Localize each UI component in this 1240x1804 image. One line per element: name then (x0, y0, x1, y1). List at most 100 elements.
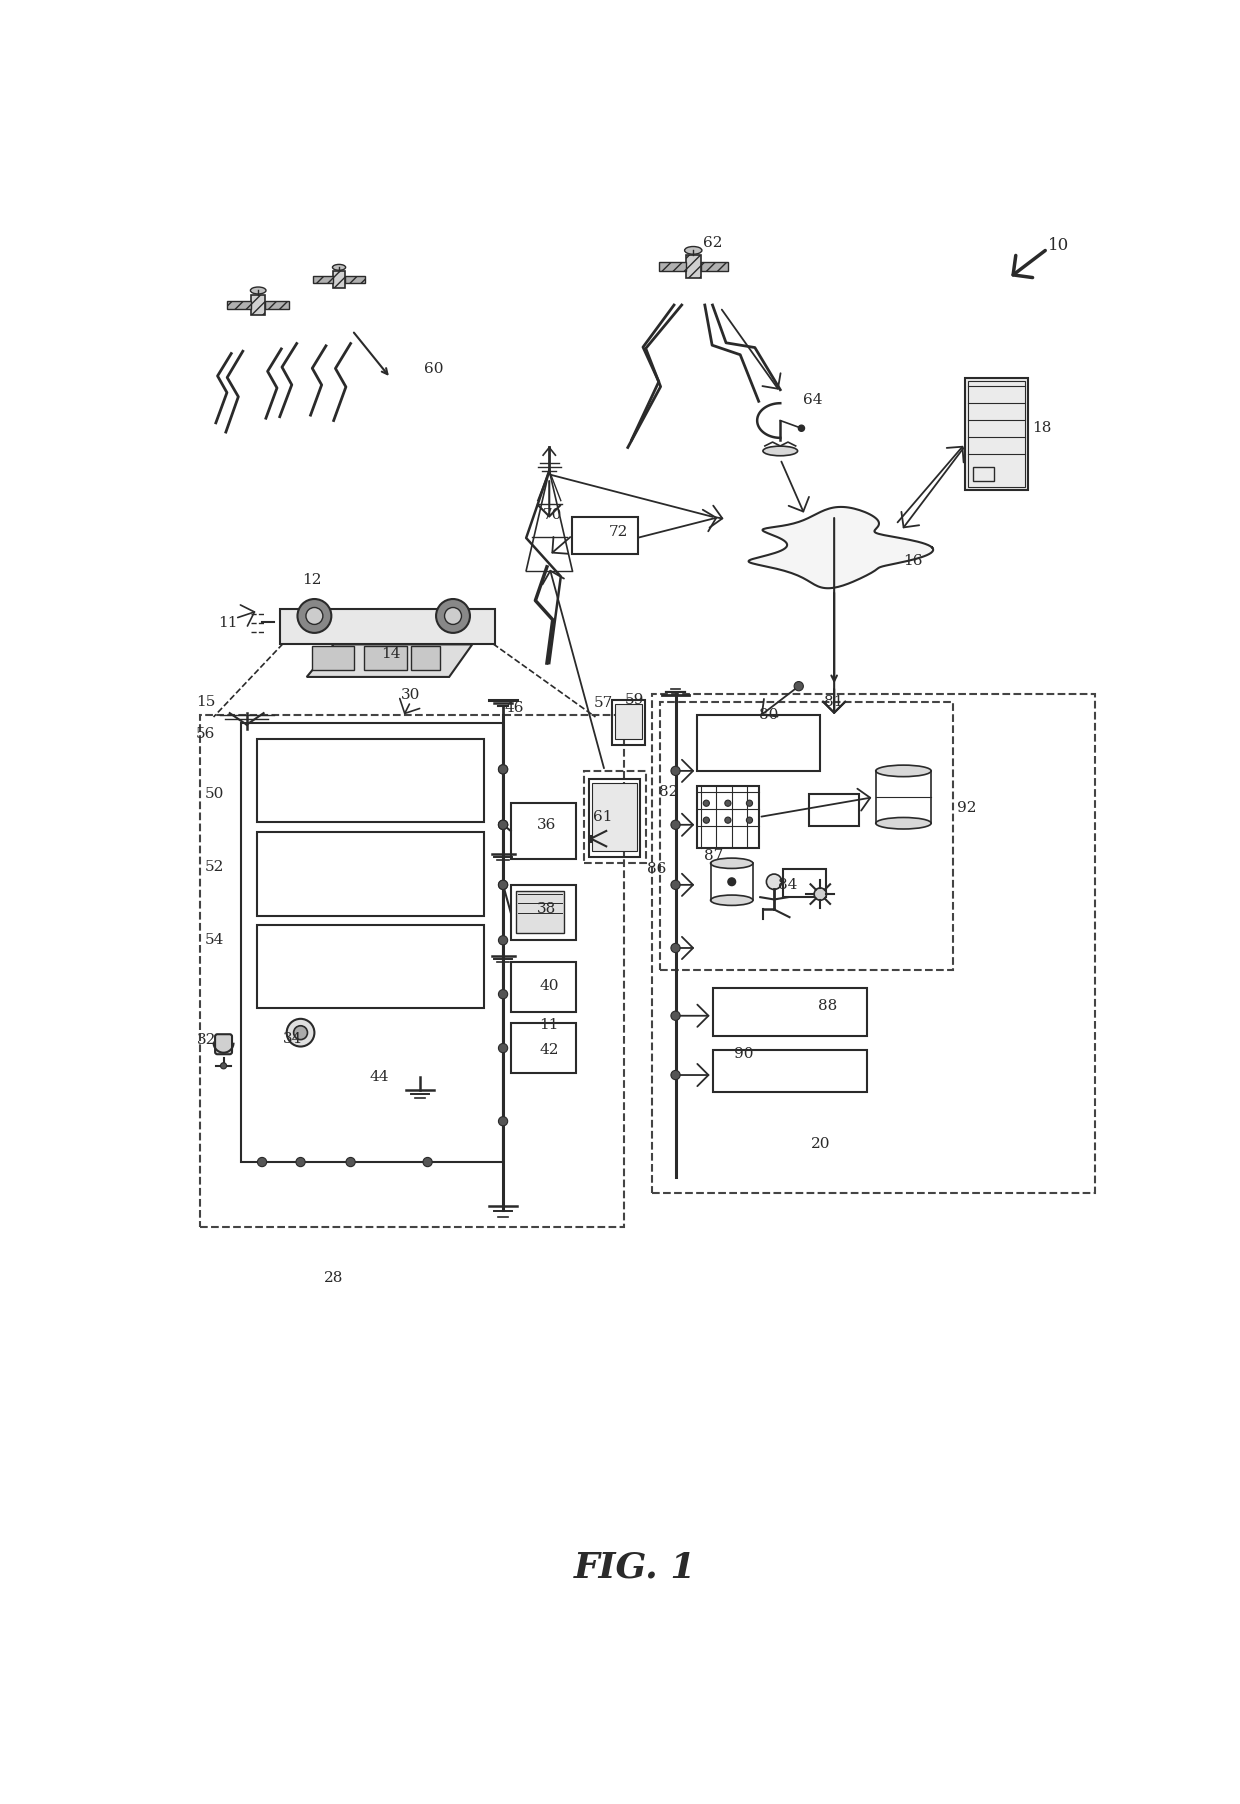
Bar (365, 646, 407, 669)
Circle shape (436, 599, 470, 633)
Bar (252, 294, 265, 316)
Bar (613, 700, 645, 745)
Bar (652, 695, 1095, 1192)
Text: 32: 32 (197, 1034, 216, 1048)
Bar (312, 646, 355, 669)
Text: 72: 72 (609, 525, 629, 539)
Text: 56: 56 (196, 727, 216, 741)
Bar (697, 787, 759, 848)
Text: 81: 81 (825, 695, 844, 709)
Ellipse shape (684, 247, 702, 254)
Bar (410, 646, 440, 669)
Text: 62: 62 (703, 236, 722, 251)
Text: 88: 88 (818, 999, 838, 1012)
Bar (227, 301, 252, 308)
Circle shape (725, 817, 732, 823)
Bar (713, 989, 867, 1035)
Text: 16: 16 (903, 554, 923, 568)
Bar (658, 262, 686, 271)
Bar (265, 301, 289, 308)
Ellipse shape (711, 859, 753, 868)
Circle shape (498, 936, 507, 945)
Circle shape (498, 821, 507, 830)
Circle shape (703, 817, 709, 823)
Bar (257, 738, 484, 821)
Bar (345, 276, 366, 283)
Bar (660, 702, 952, 969)
Bar (593, 783, 637, 851)
Circle shape (728, 879, 735, 886)
Circle shape (498, 1117, 507, 1126)
Text: 92: 92 (957, 801, 976, 815)
Bar (312, 276, 334, 283)
Circle shape (498, 990, 507, 999)
Circle shape (794, 682, 804, 691)
Text: 36: 36 (537, 817, 557, 832)
Text: 84: 84 (779, 879, 797, 891)
Bar (511, 884, 577, 940)
Ellipse shape (711, 895, 753, 906)
Circle shape (746, 817, 753, 823)
Text: 40: 40 (539, 980, 559, 994)
Bar (686, 254, 701, 278)
Circle shape (746, 801, 753, 806)
Bar (511, 803, 577, 859)
Circle shape (671, 821, 681, 830)
Circle shape (498, 821, 507, 830)
Ellipse shape (875, 817, 931, 830)
Bar (334, 271, 345, 289)
Circle shape (498, 821, 507, 830)
Circle shape (766, 875, 781, 889)
Text: 46: 46 (505, 700, 523, 714)
Text: 50: 50 (205, 787, 224, 801)
Bar (511, 1023, 577, 1073)
Bar (784, 870, 826, 897)
Bar (965, 379, 1028, 491)
Circle shape (671, 1070, 681, 1079)
Circle shape (671, 1010, 681, 1021)
Circle shape (346, 1158, 355, 1167)
Text: 34: 34 (283, 1032, 303, 1046)
Bar (584, 770, 646, 864)
Circle shape (725, 801, 732, 806)
Circle shape (498, 880, 507, 889)
Bar (516, 891, 564, 933)
Text: 90: 90 (734, 1048, 753, 1061)
Text: 20: 20 (811, 1137, 830, 1151)
Ellipse shape (332, 265, 346, 271)
Circle shape (498, 765, 507, 774)
Circle shape (286, 1019, 315, 1046)
Bar (257, 832, 484, 916)
Text: 12: 12 (303, 574, 322, 586)
Text: 42: 42 (539, 1043, 559, 1057)
Ellipse shape (763, 446, 797, 456)
Circle shape (296, 1158, 305, 1167)
Circle shape (221, 1063, 227, 1068)
Text: 18: 18 (1033, 420, 1052, 435)
Bar (511, 962, 577, 1012)
Bar (968, 381, 1025, 487)
Circle shape (423, 1158, 433, 1167)
Polygon shape (749, 507, 934, 588)
Circle shape (498, 1043, 507, 1054)
Text: 44: 44 (370, 1070, 389, 1084)
Text: 87: 87 (704, 848, 724, 862)
Text: 54: 54 (205, 933, 224, 947)
Circle shape (671, 767, 681, 776)
Bar (257, 925, 484, 1008)
Text: 59: 59 (624, 693, 644, 707)
Circle shape (258, 1158, 267, 1167)
Bar (573, 516, 637, 554)
Bar (201, 716, 624, 1227)
Bar (808, 794, 859, 826)
Text: 15: 15 (196, 695, 216, 709)
Text: FIG. 1: FIG. 1 (574, 1551, 697, 1586)
Text: 38: 38 (537, 902, 557, 916)
Circle shape (671, 943, 681, 953)
Text: 61: 61 (594, 810, 613, 824)
Bar (615, 704, 641, 740)
Text: 70: 70 (543, 509, 562, 521)
Text: 57: 57 (594, 696, 613, 711)
Bar (713, 1050, 867, 1091)
Text: 30: 30 (401, 689, 420, 702)
